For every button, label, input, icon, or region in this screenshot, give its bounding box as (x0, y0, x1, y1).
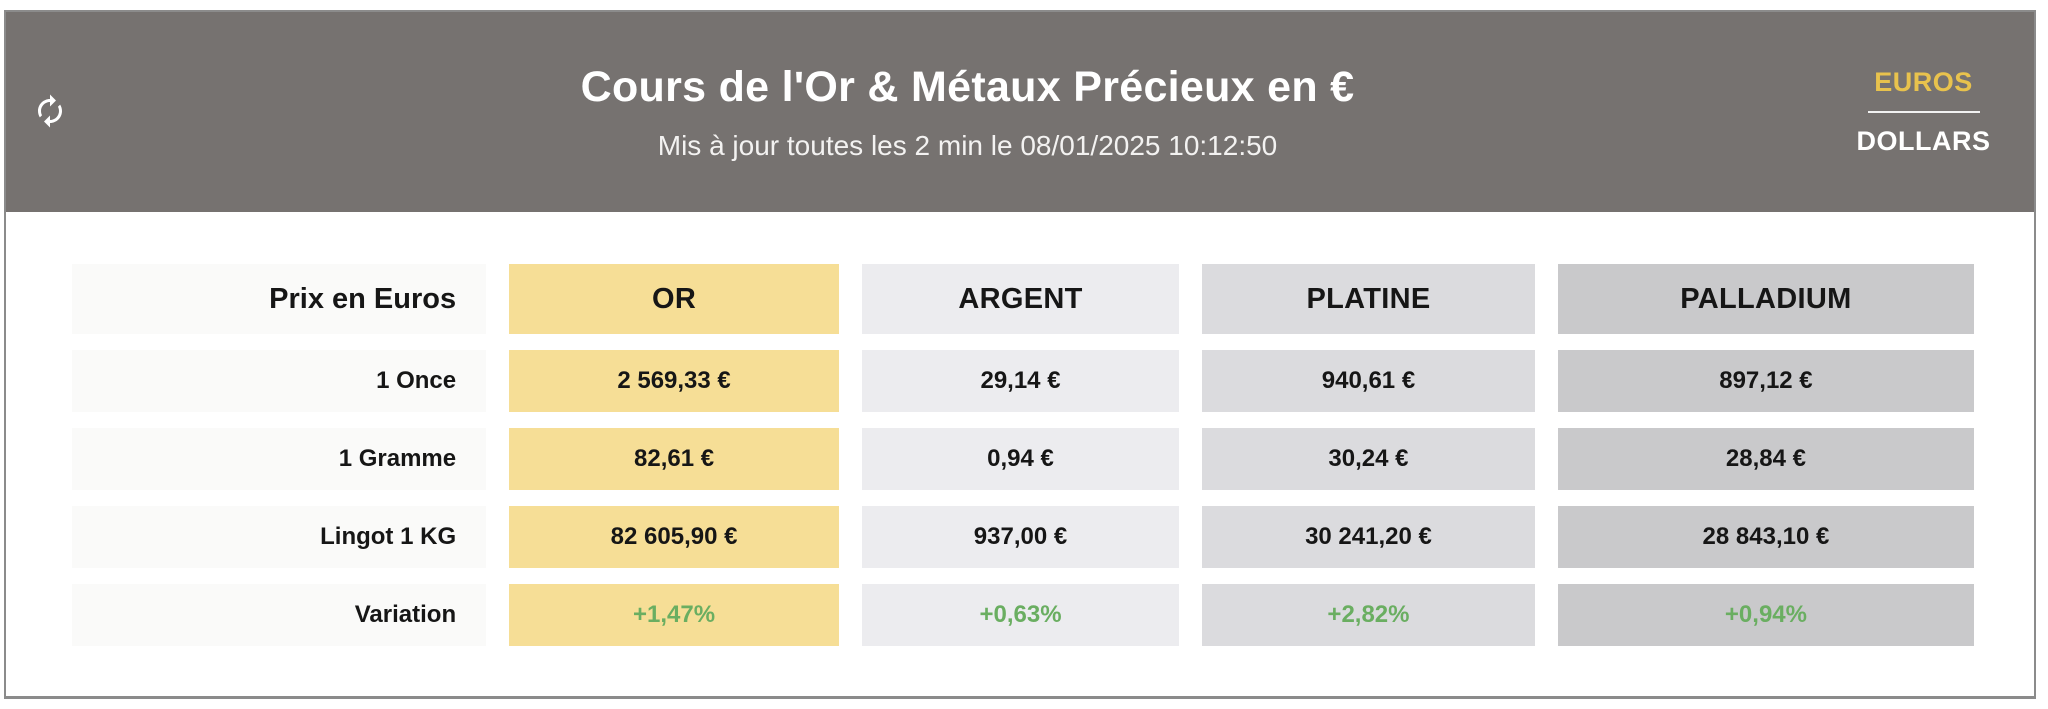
widget-body: Prix en Euros OR ARGENT PLATINE PALLADIU… (6, 212, 2034, 646)
column-header-argent: ARGENT (862, 264, 1180, 334)
price-platine-once: 940,61 € (1202, 350, 1535, 412)
price-palladium-gramme: 28,84 € (1557, 428, 1974, 490)
refresh-icon (32, 93, 68, 132)
price-platine-gramme: 30,24 € (1202, 428, 1535, 490)
price-or-lingot: 82 605,90 € (509, 506, 839, 568)
price-argent-lingot: 937,00 € (862, 506, 1180, 568)
header-titles: Cours de l'Or & Métaux Précieux en € Mis… (94, 12, 1841, 212)
variation-platine: +2,82% (1202, 584, 1535, 646)
currency-divider (1867, 111, 1980, 113)
variation-palladium: +0,94% (1557, 584, 1974, 646)
page-title: Cours de l'Or & Métaux Précieux en € (580, 62, 1355, 111)
price-palladium-once: 897,12 € (1557, 350, 1974, 412)
price-platine-lingot: 30 241,20 € (1202, 506, 1535, 568)
currency-option-euros[interactable]: EUROS (1874, 67, 1973, 97)
prices-table: Prix en Euros OR ARGENT PLATINE PALLADIU… (72, 264, 1974, 646)
price-palladium-lingot: 28 843,10 € (1557, 506, 1974, 568)
price-argent-once: 29,14 € (862, 350, 1180, 412)
last-update-status: Mis à jour toutes les 2 min le 08/01/202… (657, 129, 1278, 161)
gold-price-widget: Cours de l'Or & Métaux Précieux en € Mis… (4, 10, 2036, 699)
column-header-palladium: PALLADIUM (1557, 264, 1974, 334)
refresh-button[interactable] (6, 12, 94, 212)
currency-option-dollars[interactable]: DOLLARS (1856, 126, 1991, 156)
variation-or: +1,47% (509, 584, 839, 646)
column-header-or: OR (509, 264, 839, 334)
price-argent-gramme: 0,94 € (862, 428, 1180, 490)
price-or-gramme: 82,61 € (509, 428, 839, 490)
price-or-once: 2 569,33 € (509, 350, 839, 412)
variation-argent: +0,63% (862, 584, 1180, 646)
row-label-lingot: Lingot 1 KG (72, 506, 487, 568)
row-label-gramme: 1 Gramme (72, 428, 487, 490)
column-header-platine: PLATINE (1202, 264, 1535, 334)
row-label-variation: Variation (72, 584, 487, 646)
table-corner-label: Prix en Euros (72, 264, 487, 334)
widget-header: Cours de l'Or & Métaux Précieux en € Mis… (6, 12, 2034, 212)
currency-toggle: EUROS DOLLARS (1841, 12, 2006, 212)
row-label-once: 1 Once (72, 350, 487, 412)
